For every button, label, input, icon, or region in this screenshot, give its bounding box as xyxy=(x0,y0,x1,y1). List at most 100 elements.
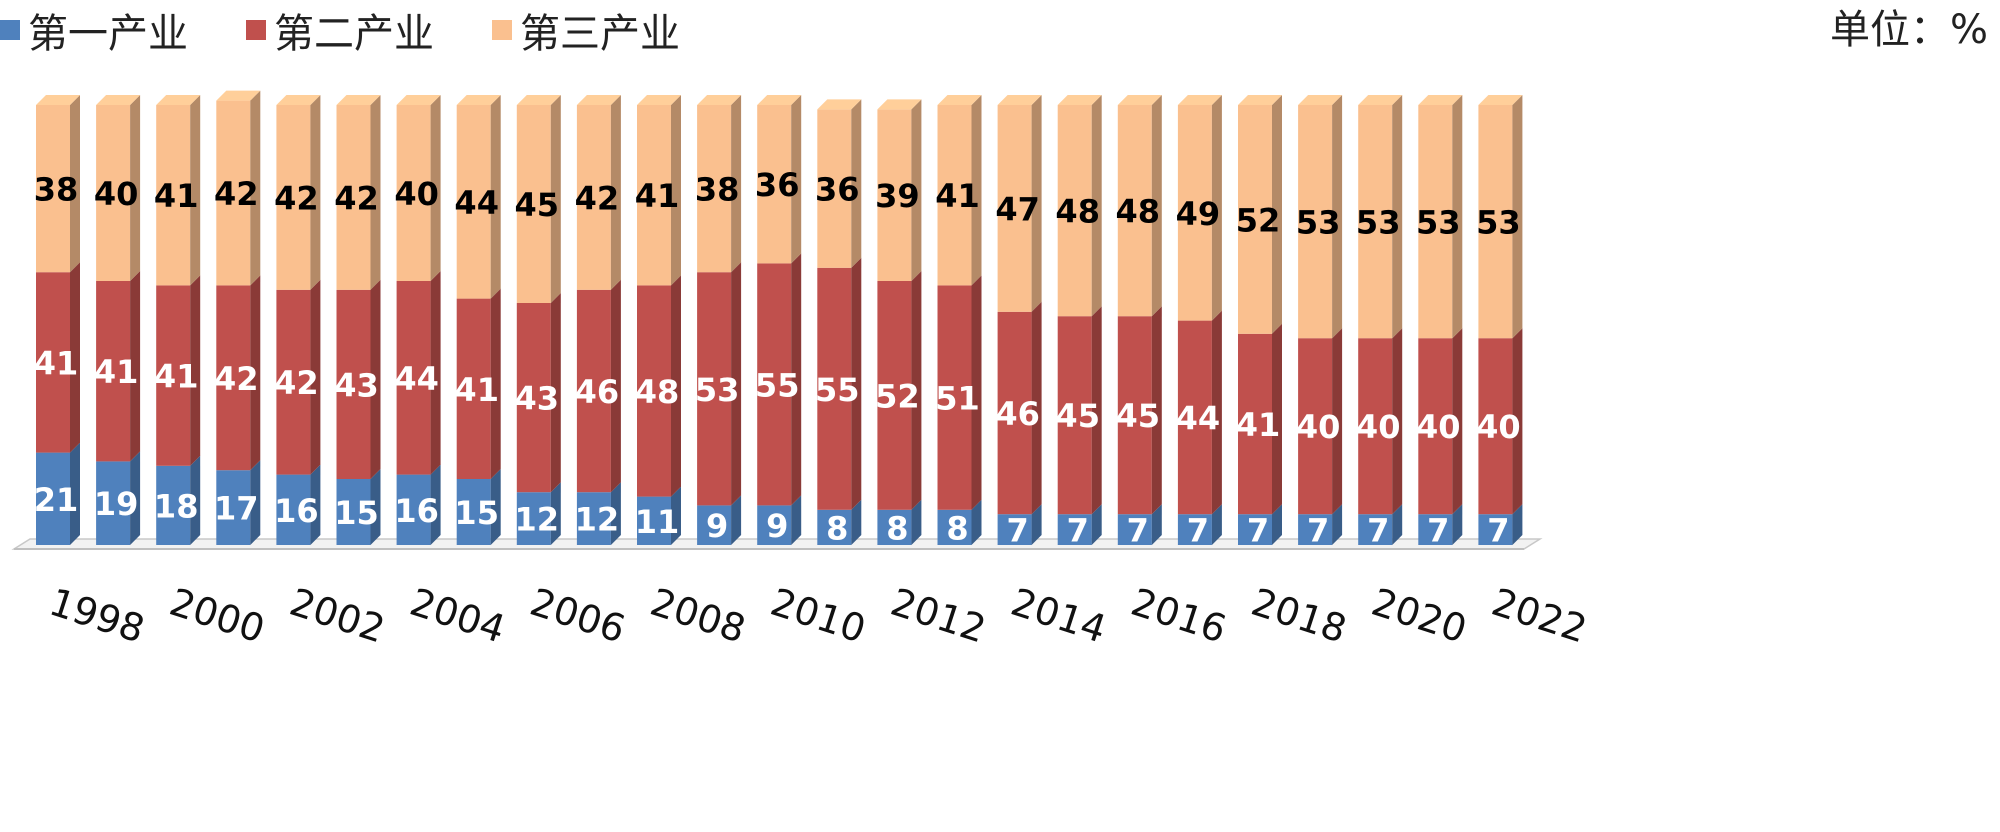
bar-2-2021 xyxy=(1418,338,1453,515)
bar-top-2018 xyxy=(1238,95,1282,105)
data-label-2-2010: 55 xyxy=(755,366,800,404)
legend-item-secondary: 第二产业 xyxy=(246,1,434,59)
data-label-2-2007: 46 xyxy=(575,373,620,411)
data-label-3-1999: 40 xyxy=(94,175,139,213)
bar-top-2011 xyxy=(817,99,862,110)
data-label-2-2008: 48 xyxy=(635,373,680,411)
bar-2-2009 xyxy=(697,272,732,506)
data-label-1-2002: 16 xyxy=(274,492,319,530)
data-label-2-2009: 53 xyxy=(695,371,740,409)
legend-label-secondary: 第二产业 xyxy=(274,11,434,57)
data-label-2-2015: 45 xyxy=(1055,397,1100,435)
bar-2-2004 xyxy=(396,281,431,475)
bar-side-3-2007 xyxy=(610,95,621,290)
legend-swatch-tertiary xyxy=(492,20,512,40)
x-tick-label-2004: 2004 xyxy=(405,580,511,652)
bar-side-2-2015 xyxy=(1091,306,1102,515)
bar-side-2-2003 xyxy=(370,279,381,479)
bar-1-2012 xyxy=(877,509,912,545)
x-tick-label-2018: 2018 xyxy=(1246,580,1352,652)
bar-top-2015 xyxy=(1057,95,1102,105)
bar-side-3-2013 xyxy=(971,95,982,286)
bar-top-2010 xyxy=(757,95,802,105)
data-label-3-2016: 48 xyxy=(1116,193,1161,231)
data-label-2-2002: 42 xyxy=(274,364,319,402)
data-label-2-1998: 41 xyxy=(34,344,79,382)
data-label-3-2009: 38 xyxy=(695,171,740,209)
bar-3-2020 xyxy=(1358,105,1393,339)
bar-1-2015 xyxy=(1057,514,1092,545)
bar-2-2005 xyxy=(456,298,491,479)
data-label-2-1999: 41 xyxy=(94,353,139,391)
bar-side-1-2013 xyxy=(971,499,982,545)
data-label-3-2013: 41 xyxy=(935,177,980,215)
bar-2-2018 xyxy=(1238,333,1272,515)
legend-label-tertiary: 第三产业 xyxy=(520,11,680,57)
bar-side-3-2012 xyxy=(911,99,922,282)
x-tick-label-2010: 2010 xyxy=(765,580,871,652)
bar-3-2018 xyxy=(1238,105,1272,334)
data-label-2-2014: 46 xyxy=(995,395,1040,433)
data-label-2-2000: 41 xyxy=(154,358,199,396)
bar-side-1-1999 xyxy=(130,451,141,545)
bar-1-2003 xyxy=(336,479,371,545)
bar-1-2007 xyxy=(576,492,611,545)
data-label-3-2011: 36 xyxy=(815,171,860,209)
bar-top-2007 xyxy=(576,95,621,105)
x-tick-label-2022: 2022 xyxy=(1487,580,1593,652)
bar-3-2010 xyxy=(757,105,792,264)
bar-3-2022 xyxy=(1478,105,1513,339)
bar-3-1998 xyxy=(36,105,70,273)
bar-side-1-2011 xyxy=(851,499,862,545)
data-label-3-2010: 36 xyxy=(755,166,800,204)
data-label-3-2004: 40 xyxy=(394,175,439,213)
bar-side-1-2021 xyxy=(1452,504,1463,545)
bar-1-2016 xyxy=(1117,514,1152,545)
bar-top-1999 xyxy=(96,95,141,105)
bar-3-2017 xyxy=(1177,105,1212,321)
bar-top-2014 xyxy=(997,95,1042,105)
bar-side-3-2017 xyxy=(1211,95,1222,321)
bar-2-2003 xyxy=(336,289,371,479)
bar-side-2-1998 xyxy=(70,262,80,453)
bar-side-2-2001 xyxy=(250,275,261,471)
bar-3-2016 xyxy=(1117,105,1152,317)
data-label-1-2008: 11 xyxy=(635,503,680,541)
bar-side-3-1999 xyxy=(130,95,141,281)
bar-3-2021 xyxy=(1418,105,1453,339)
legend-item-primary: 第一产业 xyxy=(0,1,188,59)
bar-1-2004 xyxy=(396,474,431,545)
data-label-1-2016: 7 xyxy=(1127,512,1149,550)
data-label-1-1999: 19 xyxy=(94,485,139,523)
bar-side-1-2003 xyxy=(370,469,381,545)
data-label-1-2003: 15 xyxy=(334,494,379,532)
bar-side-2-1999 xyxy=(130,271,141,462)
bar-3-2019 xyxy=(1298,105,1333,339)
bar-2-2014 xyxy=(997,311,1032,515)
bar-side-3-2019 xyxy=(1332,95,1343,339)
bar-2-2015 xyxy=(1057,316,1092,515)
data-label-1-2001: 17 xyxy=(214,490,259,528)
data-label-2-2017: 44 xyxy=(1176,399,1221,437)
data-label-2-2020: 40 xyxy=(1356,408,1401,446)
bar-1-2021 xyxy=(1418,514,1453,545)
bar-side-1-2019 xyxy=(1332,504,1343,545)
data-label-2-2021: 40 xyxy=(1416,408,1461,446)
bar-side-1-2008 xyxy=(671,486,681,545)
bar-1-2000 xyxy=(156,465,191,545)
bar-side-3-2018 xyxy=(1272,95,1282,334)
bar-1-2009 xyxy=(697,505,732,545)
data-label-1-2011: 8 xyxy=(826,509,848,547)
bar-side-1-2022 xyxy=(1512,504,1523,545)
bar-3-2000 xyxy=(156,105,191,286)
bar-2-2002 xyxy=(276,289,311,475)
bar-side-3-2008 xyxy=(671,95,681,286)
bar-1-2020 xyxy=(1358,514,1393,545)
legend-swatch-primary xyxy=(0,20,20,40)
bar-side-2-2022 xyxy=(1512,328,1523,515)
bar-2-2011 xyxy=(817,267,852,510)
bar-1-2010 xyxy=(757,505,792,545)
data-label-1-2013: 8 xyxy=(946,509,968,547)
bar-2-2008 xyxy=(637,285,671,497)
data-label-1-2014: 7 xyxy=(1006,512,1028,550)
